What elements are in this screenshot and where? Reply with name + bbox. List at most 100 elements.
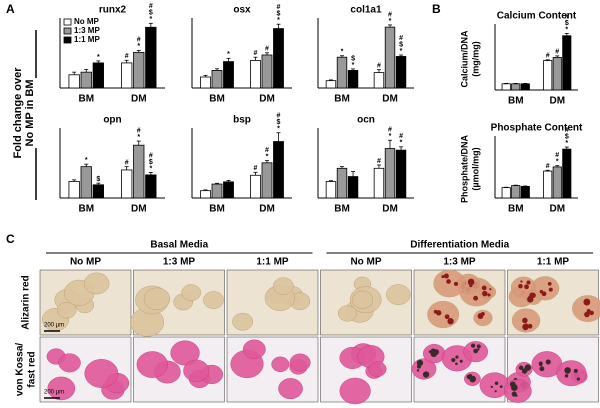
column-label: 1:1 MP [537, 257, 570, 268]
significance-mark: * [341, 49, 344, 56]
significance-mark: * [389, 18, 392, 25]
legend-swatch [63, 18, 72, 26]
panel-label: A [6, 2, 15, 16]
mineral-spot [482, 290, 488, 297]
x-tick-label: BM [78, 204, 94, 215]
pellet [273, 277, 294, 295]
significance-mark: * [277, 17, 280, 24]
bar [336, 167, 348, 199]
bar [211, 70, 223, 89]
chart-title: Calcium Content [497, 11, 577, 22]
pellet [203, 291, 224, 309]
significance-mark: # [254, 50, 258, 57]
group-header: Basal Media [150, 240, 208, 251]
pellet [232, 312, 254, 331]
bar [273, 28, 284, 89]
mineral-spot [564, 367, 571, 374]
pellet [181, 284, 201, 301]
mineral-spot [524, 284, 529, 290]
significance-mark: $ [277, 11, 281, 18]
x-tick-label: DM [131, 204, 147, 215]
significance-mark: # [265, 147, 269, 154]
mineral-spot [489, 288, 492, 291]
bar [511, 185, 521, 199]
bar [395, 149, 407, 199]
bar [543, 170, 553, 199]
bar [384, 148, 396, 199]
mineral-spot [518, 365, 524, 371]
mineral-spot [444, 314, 450, 320]
legend-swatch [63, 36, 72, 44]
group-header: Differentiation Media [410, 240, 509, 251]
pellet [83, 272, 110, 295]
pellet [351, 290, 374, 309]
bar [92, 62, 104, 89]
mineral-spot [545, 359, 551, 365]
chart-title: osx [233, 5, 251, 16]
significance-mark: $ [149, 10, 153, 17]
mineral-spot [530, 292, 536, 298]
mineral-spot [473, 295, 479, 301]
pellet [427, 300, 460, 329]
mineral-spot [515, 394, 518, 397]
pellet [47, 376, 76, 401]
bar [511, 83, 521, 91]
mineral-spot [583, 298, 591, 306]
x-tick-label: DM [549, 96, 565, 107]
mineral-spot [476, 344, 481, 349]
bar [552, 57, 562, 91]
pellet [278, 378, 303, 400]
x-tick-label: DM [549, 204, 565, 215]
significance-mark: # [399, 133, 403, 140]
mineral-spot [522, 317, 528, 324]
significance-mark: * [149, 165, 152, 172]
significance-mark: * [565, 26, 568, 33]
significance-mark: $ [565, 133, 569, 140]
panel-label: C [6, 232, 15, 246]
column-label: No MP [70, 257, 101, 268]
mineral-spot [487, 293, 491, 297]
mineral-spot [443, 273, 449, 279]
significance-mark: # [125, 53, 129, 60]
bar [261, 54, 273, 89]
column-label: 1:1 MP [256, 257, 289, 268]
significance-mark: $ [149, 159, 153, 166]
significance-mark: * [277, 126, 280, 133]
bar [501, 83, 511, 91]
significance-mark: # [555, 49, 559, 56]
bar [325, 181, 337, 199]
x-tick-label: BM [508, 204, 524, 215]
mineral-spot [477, 348, 480, 351]
bar [395, 56, 407, 89]
mineral-spot [589, 310, 594, 316]
bar [273, 141, 284, 199]
y-axis-label: Calcium/DNA [459, 30, 469, 88]
mineral-spot [470, 343, 476, 348]
mineral-spot [522, 323, 529, 331]
bar [543, 60, 553, 91]
chart-title: opn [103, 115, 121, 126]
significance-mark: $ [351, 55, 355, 62]
significance-mark: # [265, 46, 269, 53]
mineral-spot [467, 376, 471, 379]
bar [384, 26, 396, 89]
mineral-spot [547, 281, 552, 286]
bar [520, 83, 530, 91]
mineral-spot [436, 310, 442, 316]
bar [80, 71, 92, 89]
y-axis-label: Fold change over [12, 67, 24, 159]
mineral-spot [433, 349, 439, 355]
mineral-spot [518, 283, 523, 289]
chart-title: Phosphate Content [491, 123, 583, 134]
significance-mark: * [85, 157, 88, 164]
mineral-spot [447, 318, 454, 325]
significance-mark: * [97, 54, 100, 61]
y-axis-label: No MP in BM [24, 79, 36, 146]
significance-mark: $ [96, 176, 100, 183]
y-axis-label: Phosphate/DNA [459, 135, 469, 204]
pellet [143, 287, 171, 311]
legend-label: 1:3 MP [74, 26, 100, 35]
bar [145, 26, 157, 89]
significance-mark: # [254, 165, 258, 172]
significance-mark: $ [565, 20, 569, 27]
